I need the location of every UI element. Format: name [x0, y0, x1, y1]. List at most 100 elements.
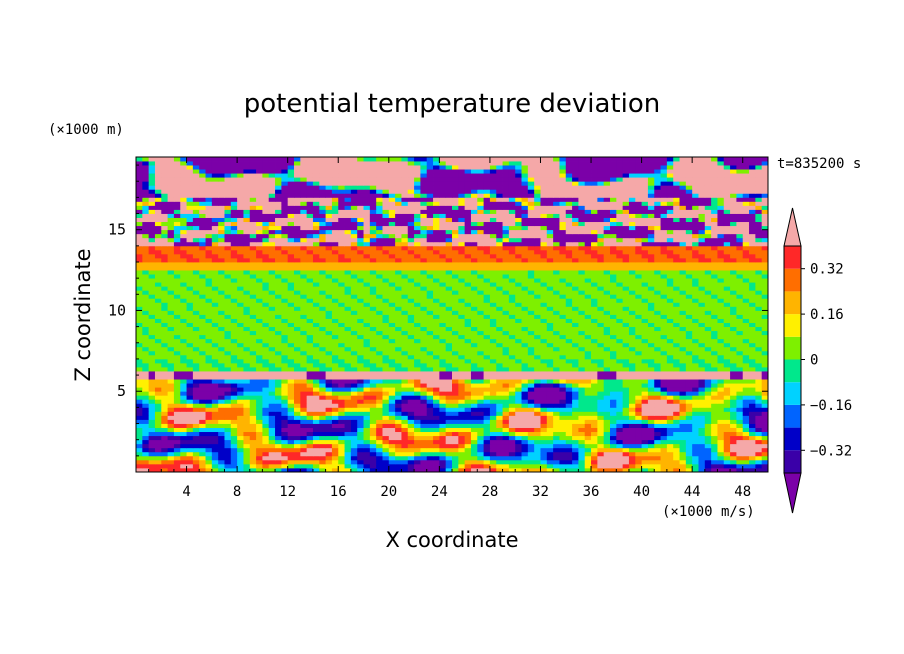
heatmap-cell — [489, 367, 497, 372]
heatmap-cell — [199, 314, 206, 319]
heatmap-cell — [458, 330, 466, 336]
heatmap-cell — [553, 391, 560, 396]
heatmap-cell — [565, 294, 573, 299]
heatmap-cell — [230, 282, 238, 287]
heatmap-cell — [736, 298, 744, 303]
heatmap-cell — [319, 375, 326, 380]
heatmap-cell — [717, 435, 725, 441]
heatmap-cell — [622, 306, 630, 311]
heatmap-cell — [331, 391, 339, 396]
heatmap-cell — [616, 346, 624, 352]
heatmap-cell — [654, 334, 661, 340]
heatmap-cell — [654, 330, 661, 336]
heatmap-cell — [742, 334, 750, 340]
heatmap-cell — [527, 362, 535, 368]
heatmap-cell — [704, 318, 712, 323]
heatmap-cell — [243, 282, 251, 287]
heatmap-cell — [350, 419, 358, 424]
heatmap-cell — [414, 290, 421, 295]
heatmap-cell — [641, 330, 649, 336]
heatmap-cell — [546, 391, 554, 396]
heatmap-cell — [300, 326, 308, 332]
heatmap-cell — [338, 318, 345, 323]
heatmap-cell — [616, 270, 624, 275]
heatmap-cell — [281, 354, 289, 360]
heatmap-cell — [433, 342, 440, 348]
heatmap-cell — [711, 354, 718, 360]
heatmap-cell — [464, 367, 472, 372]
heatmap-cell — [559, 407, 567, 412]
heatmap-cell — [268, 342, 276, 348]
heatmap-cell — [559, 294, 567, 299]
heatmap-cell — [205, 298, 213, 303]
heatmap-cell — [407, 358, 415, 364]
heatmap-cell — [167, 419, 175, 424]
heatmap-cell — [723, 443, 731, 449]
heatmap-cell — [199, 375, 206, 380]
heatmap-cell — [180, 274, 187, 279]
heatmap-cell — [395, 354, 402, 360]
heatmap-cell — [268, 391, 276, 396]
heatmap-cell — [211, 362, 219, 368]
heatmap-cell — [154, 427, 162, 433]
heatmap-cell — [268, 310, 276, 315]
heatmap-cell — [414, 467, 421, 472]
heatmap-cell — [325, 346, 333, 352]
heatmap-cell — [148, 278, 156, 283]
heatmap-cell — [136, 387, 143, 392]
heatmap-cell — [521, 350, 529, 356]
heatmap-cell — [268, 362, 276, 368]
heatmap-cell — [407, 294, 415, 299]
heatmap-cell — [142, 419, 150, 424]
heatmap-cell — [224, 419, 232, 424]
heatmap-cell — [268, 294, 276, 299]
heatmap-cell — [148, 423, 156, 428]
heatmap-cell — [218, 443, 225, 449]
heatmap-cell — [654, 399, 661, 404]
heatmap-cell — [148, 358, 156, 364]
heatmap-cell — [578, 274, 586, 279]
heatmap-cell — [237, 286, 244, 291]
heatmap-cell — [211, 435, 219, 441]
heatmap-cell — [572, 447, 579, 453]
heatmap-cell — [673, 395, 680, 400]
heatmap-cell — [742, 435, 750, 441]
heatmap-cell — [622, 391, 630, 396]
heatmap-cell — [199, 443, 206, 449]
heatmap-cell — [508, 395, 516, 400]
heatmap-cell — [685, 467, 693, 472]
heatmap-cell — [262, 274, 270, 279]
heatmap-cell — [578, 290, 586, 295]
heatmap-cell — [243, 447, 251, 453]
heatmap-cell — [477, 459, 484, 465]
heatmap-cell — [477, 342, 484, 348]
heatmap-cell — [755, 318, 763, 323]
heatmap-cell — [300, 411, 308, 416]
heatmap-cell — [692, 395, 699, 400]
heatmap-cell — [673, 427, 680, 433]
heatmap-cell — [723, 334, 731, 340]
heatmap-cell — [369, 431, 377, 437]
heatmap-cell — [294, 346, 301, 352]
heatmap-cell — [610, 270, 617, 275]
heatmap-cell — [610, 298, 617, 303]
heatmap-cell — [458, 322, 466, 328]
heatmap-cell — [192, 306, 200, 311]
heatmap-cell — [388, 286, 396, 291]
heatmap-cell — [414, 278, 421, 283]
heatmap-cell — [300, 467, 308, 472]
heatmap-cell — [136, 310, 143, 315]
heatmap-cell — [647, 318, 655, 323]
heatmap-cell — [540, 354, 548, 360]
heatmap-cell — [553, 298, 560, 303]
heatmap-cell — [218, 451, 225, 457]
heatmap-cell — [325, 375, 333, 380]
heatmap-cell — [477, 330, 484, 336]
heatmap-cell — [527, 314, 535, 319]
heatmap-cell — [654, 439, 661, 445]
heatmap-cell — [717, 286, 725, 291]
heatmap-cell — [603, 342, 611, 348]
heatmap-cell — [666, 290, 674, 295]
heatmap-cell — [224, 314, 232, 319]
heatmap-cell — [268, 423, 276, 428]
